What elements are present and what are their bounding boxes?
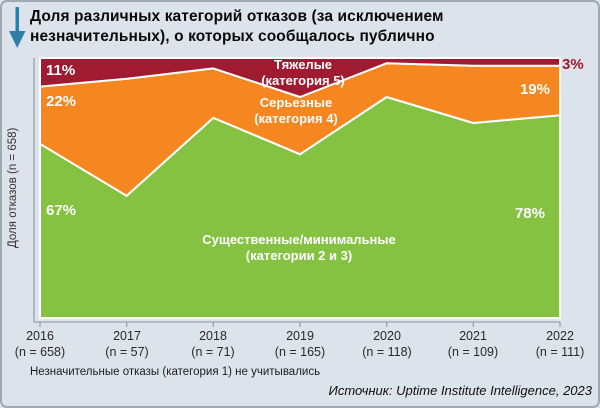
x-tick-2020: 2020 (n = 118) — [362, 329, 412, 359]
x-tick-2017: 2017 (n = 57) — [105, 329, 149, 359]
series-label-severe: Тяжелые (категория 5) — [261, 57, 345, 88]
footnote: Незначительные отказы (категория 1) не у… — [30, 366, 321, 378]
chart-title: Доля различных категорий отказов (за иск… — [30, 7, 596, 46]
source-credit: Источник: Uptime Institute Intelligence,… — [328, 383, 592, 398]
label-serious-2022: 19% — [519, 81, 550, 98]
area-severe — [39, 57, 561, 98]
x-tick-2022: 2022 (n = 111) — [535, 329, 585, 359]
chart-title-line2: незначительных), о которых сообщалось пу… — [30, 27, 435, 45]
stacked-area-chart — [33, 57, 561, 327]
y-axis-label: Доля отказов (n = 658) — [7, 127, 19, 249]
label-significant-2022: 78% — [514, 205, 545, 222]
x-tick-2021: 2021 (n = 109) — [447, 329, 499, 359]
chart-title-line1: Доля различных категорий отказов (за иск… — [30, 8, 444, 25]
x-tick-2018: 2018 (n = 71) — [191, 329, 235, 359]
label-severe-2016: 11% — [46, 62, 76, 79]
x-tick-2016: 2016 (n = 658) — [14, 329, 66, 359]
label-severe-2022: 3% — [562, 56, 584, 73]
label-serious-2016: 22% — [46, 93, 77, 110]
series-label-significant: Существенные/минимальные (категории 2 и … — [202, 232, 396, 263]
down-arrow-icon — [5, 4, 29, 50]
series-label-serious: Серьезные (категория 4) — [254, 95, 338, 126]
label-significant-2016: 67% — [46, 202, 77, 219]
x-tick-2019: 2019 (n = 165) — [274, 329, 326, 359]
